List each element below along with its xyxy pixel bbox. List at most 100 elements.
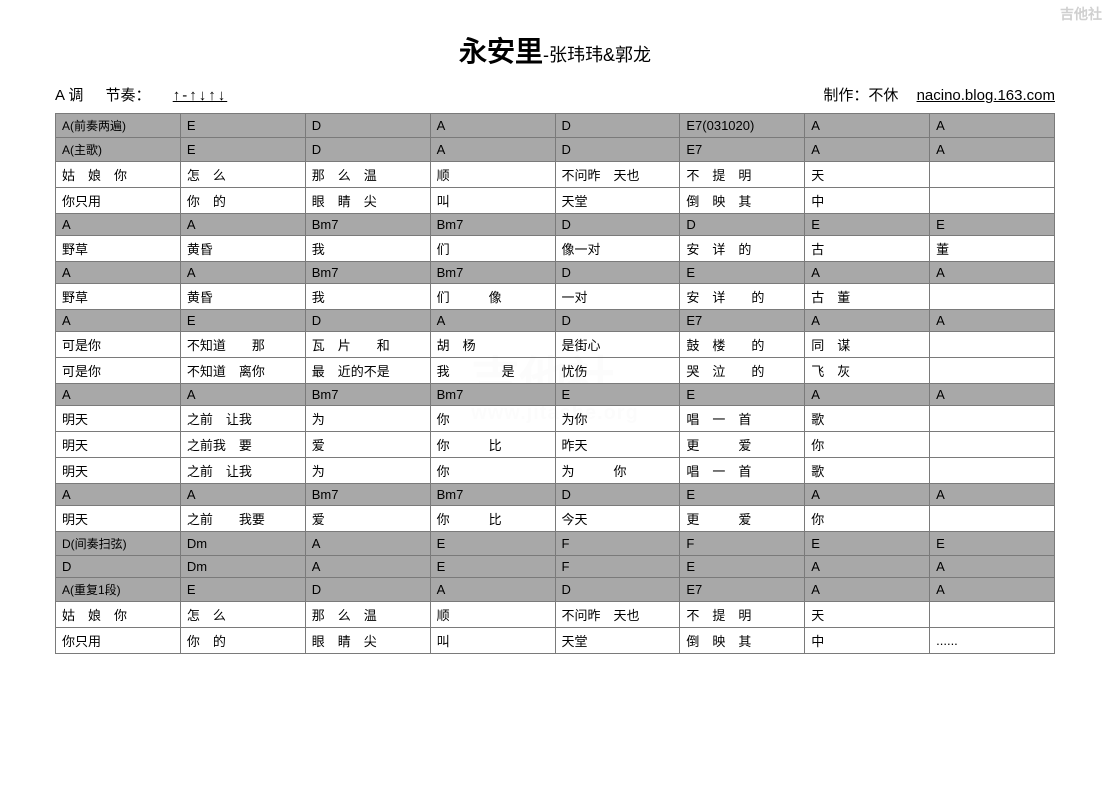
table-row: 明天之前我 要爱你 比昨天更 爱你 — [56, 432, 1055, 458]
table-row: 野草黄昏我们像一对安 详 的古董 — [56, 236, 1055, 262]
table-cell: A — [305, 532, 430, 556]
table-cell: D — [305, 578, 430, 602]
table-row: AABm7Bm7DEAA — [56, 484, 1055, 506]
table-cell — [930, 332, 1055, 358]
table-cell — [930, 284, 1055, 310]
table-cell: A — [56, 484, 181, 506]
table-cell: Dm — [180, 556, 305, 578]
table-cell: A — [930, 578, 1055, 602]
table-cell: 叫 — [430, 628, 555, 654]
credit-label: 制作：不休 — [823, 87, 898, 104]
table-cell: 你 — [430, 458, 555, 484]
table-cell: Bm7 — [305, 484, 430, 506]
table-cell: 之前 我要 — [180, 506, 305, 532]
table-row: AEDADE7AA — [56, 310, 1055, 332]
table-row: DDmAEFEAA — [56, 556, 1055, 578]
table-cell — [930, 358, 1055, 384]
table-row: AABm7Bm7DDEE — [56, 214, 1055, 236]
table-cell: E — [180, 578, 305, 602]
table-cell: A — [56, 262, 181, 284]
table-row: 你只用你 的眼 睛 尖叫天堂倒 映 其中...... — [56, 628, 1055, 654]
table-cell: 怎 么 — [180, 162, 305, 188]
table-cell: 眼 睛 尖 — [305, 628, 430, 654]
table-cell: Bm7 — [430, 384, 555, 406]
table-cell: E — [430, 532, 555, 556]
table-cell: E7 — [680, 138, 805, 162]
table-cell: 明天 — [56, 432, 181, 458]
table-row: 姑 娘 你怎 么那 么 温顺不问昨 天也不 提 明天 — [56, 162, 1055, 188]
table-cell: D(间奏扫弦) — [56, 532, 181, 556]
table-cell: D — [555, 310, 680, 332]
table-cell: 像一对 — [555, 236, 680, 262]
table-cell: 明天 — [56, 406, 181, 432]
table-cell: 爱 — [305, 506, 430, 532]
table-row: 明天之前 让我为你为你唱 一 首歌 — [56, 406, 1055, 432]
table-cell: A — [930, 310, 1055, 332]
table-cell: 安 详 的 — [680, 236, 805, 262]
table-cell: 飞 灰 — [805, 358, 930, 384]
table-cell: Bm7 — [430, 262, 555, 284]
table-cell: 野草 — [56, 284, 181, 310]
table-cell — [930, 602, 1055, 628]
meta-right: 制作：不休 nacino.blog.163.com — [823, 84, 1055, 105]
table-cell: 今天 — [555, 506, 680, 532]
table-cell: 是街心 — [555, 332, 680, 358]
table-row: 你只用你 的眼 睛 尖叫天堂倒 映 其中 — [56, 188, 1055, 214]
table-cell: 你 — [430, 406, 555, 432]
table-cell: 天 — [805, 162, 930, 188]
table-cell: E7(031020) — [680, 114, 805, 138]
table-cell: A — [805, 310, 930, 332]
song-title: 永安里 — [459, 36, 543, 67]
table-cell: 怎 么 — [180, 602, 305, 628]
table-cell: E — [805, 214, 930, 236]
table-cell: E — [430, 556, 555, 578]
table-cell: 中 — [805, 188, 930, 214]
table-cell: 你只用 — [56, 188, 181, 214]
table-cell: 董 — [930, 236, 1055, 262]
table-cell: 你 的 — [180, 628, 305, 654]
table-cell: A — [930, 114, 1055, 138]
credit-blog: nacino.blog.163.com — [917, 87, 1055, 104]
table-cell: Bm7 — [305, 384, 430, 406]
table-cell: A — [180, 384, 305, 406]
table-cell: A — [180, 214, 305, 236]
table-cell: 你 比 — [430, 506, 555, 532]
table-cell: A — [805, 384, 930, 406]
table-row: 可是你不知道 离你最 近的不是我 是忧伤哭 泣 的飞 灰 — [56, 358, 1055, 384]
table-cell: E — [555, 384, 680, 406]
table-cell: 更 爱 — [680, 506, 805, 532]
table-row: 可是你不知道 那瓦 片 和胡 杨是街心鼓 楼 的同 谋 — [56, 332, 1055, 358]
table-cell: ...... — [930, 628, 1055, 654]
table-cell: F — [680, 532, 805, 556]
table-cell: 那 么 温 — [305, 162, 430, 188]
table-cell: 为 — [305, 406, 430, 432]
table-cell: Dm — [180, 532, 305, 556]
table-cell: 们 像 — [430, 284, 555, 310]
table-cell: A — [430, 578, 555, 602]
table-cell: 古 — [805, 236, 930, 262]
table-cell: 不知道 那 — [180, 332, 305, 358]
table-cell: 你 的 — [180, 188, 305, 214]
table-cell: 最 近的不是 — [305, 358, 430, 384]
table-cell: 明天 — [56, 506, 181, 532]
table-cell: 你只用 — [56, 628, 181, 654]
table-row: AABm7Bm7DEAA — [56, 262, 1055, 284]
rhythm-label: 节奏： — [106, 87, 151, 104]
table-cell: 唱 一 首 — [680, 406, 805, 432]
table-cell: 倒 映 其 — [680, 628, 805, 654]
table-cell: 你 — [805, 506, 930, 532]
table-cell: D — [555, 578, 680, 602]
table-cell: D — [555, 114, 680, 138]
table-cell: A — [305, 556, 430, 578]
table-cell: 天堂 — [555, 628, 680, 654]
table-cell: 那 么 温 — [305, 602, 430, 628]
table-cell: A — [56, 214, 181, 236]
table-cell: 中 — [805, 628, 930, 654]
table-cell: F — [555, 556, 680, 578]
table-cell: 可是你 — [56, 332, 181, 358]
table-cell: D — [555, 138, 680, 162]
table-cell: E — [930, 214, 1055, 236]
table-cell: E7 — [680, 310, 805, 332]
table-cell: 之前我 要 — [180, 432, 305, 458]
table-cell: A — [805, 138, 930, 162]
